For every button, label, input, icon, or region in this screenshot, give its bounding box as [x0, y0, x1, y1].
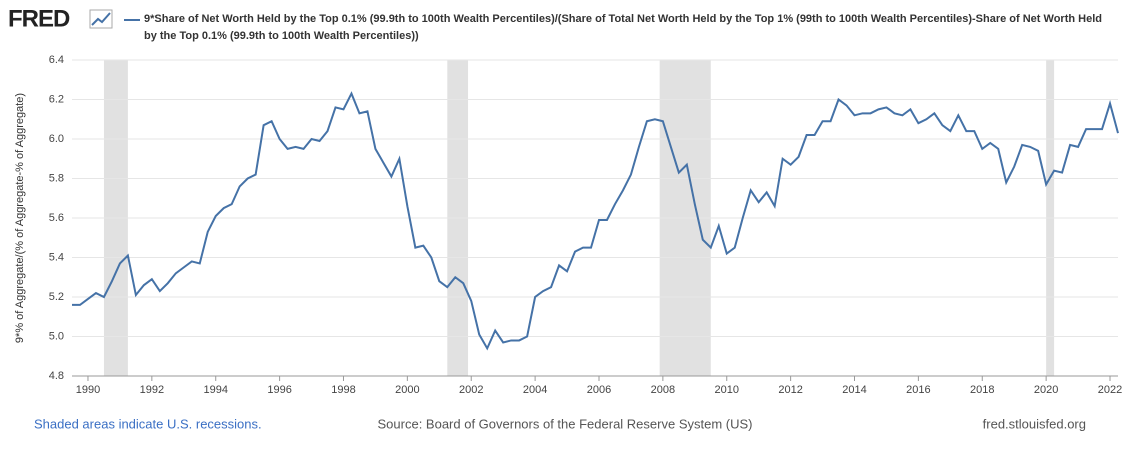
y-tick-label: 6.2: [49, 93, 64, 105]
y-axis-label: 9*% of Aggregate/(% of Aggregate-% of Ag…: [14, 93, 26, 343]
x-tick-label: 2004: [523, 384, 547, 396]
x-tick-label: 1992: [140, 384, 164, 396]
x-tick-label: 1998: [331, 384, 355, 396]
x-tick-label: 2016: [906, 384, 930, 396]
x-tick-label: 2008: [651, 384, 675, 396]
legend: 9*Share of Net Worth Held by the Top 0.1…: [144, 13, 1102, 42]
y-tick-label: 5.0: [49, 330, 64, 342]
x-tick-label: 2018: [970, 384, 994, 396]
x-tick-label: 2012: [778, 384, 802, 396]
y-tick-label: 5.8: [49, 172, 64, 184]
x-tick-label: 1990: [76, 384, 100, 396]
x-tick-label: 1996: [267, 384, 291, 396]
y-tick-label: 6.0: [49, 133, 64, 145]
series-line: [72, 91, 1119, 351]
x-tick-label: 2014: [842, 384, 866, 396]
x-tick-label: 2000: [395, 384, 419, 396]
x-tick-label: 1994: [203, 384, 227, 396]
y-tick-label: 5.4: [49, 251, 64, 263]
x-tick-label: 2020: [1034, 384, 1058, 396]
y-tick-label: 4.8: [49, 370, 64, 382]
logo: FRED: [8, 5, 70, 32]
source: Source: Board of Governors of the Federa…: [378, 416, 753, 431]
x-tick-label: 2010: [715, 384, 739, 396]
logo-icon: [89, 9, 113, 29]
site: fred.stlouisfed.org: [983, 416, 1086, 431]
x-tick-label: 2006: [587, 384, 611, 396]
y-tick-label: 6.4: [49, 54, 64, 66]
y-tick-label: 5.2: [49, 291, 64, 303]
legend-entry: 9*Share of Net Worth Held by the Top 0.1…: [144, 13, 1102, 42]
recession-note: Shaded areas indicate U.S. recessions.: [34, 416, 262, 431]
x-tick-label: 2002: [459, 384, 483, 396]
y-tick-label: 5.6: [49, 212, 64, 224]
x-tick-label: 2022: [1098, 384, 1122, 396]
